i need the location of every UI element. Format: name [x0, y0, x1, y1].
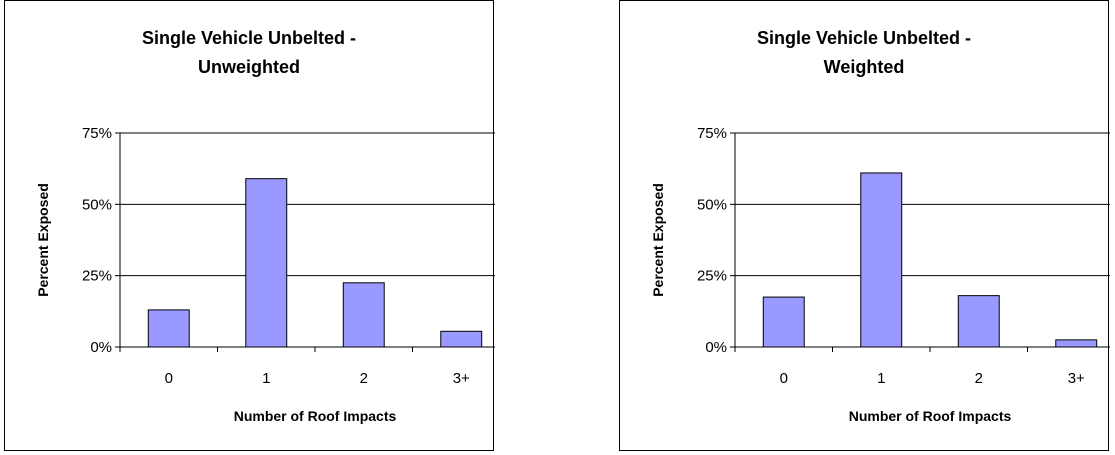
- chart-title-line-1: Single Vehicle Unbelted -: [756, 28, 972, 48]
- chart-title-line-2: Weighted: [823, 57, 905, 77]
- bar: [762, 296, 805, 348]
- plot-axes: [115, 132, 495, 352]
- x-tick-label: 1: [877, 370, 885, 387]
- chart-svg: 0% 25% 50% 75% 0 1 2 3+ Number of Roof Impacts Pe…: [35, 125, 495, 424]
- y-tick-label: 0%: [90, 339, 112, 356]
- plot-labels: 0% 25% 50% 75% 0 1 2 3+ Number of Roof Impacts Pe…: [35, 125, 470, 424]
- y-axis-title: Percent Exposed: [35, 183, 51, 297]
- chart-title: Single Vehicle Unbelted - Weighted: [620, 24, 1108, 82]
- chart-panel-unweighted: Single Vehicle Unbelted - Unweighted 0% 2…: [4, 0, 495, 451]
- bar: [1055, 339, 1098, 348]
- y-tick-label: 75%: [82, 125, 112, 142]
- chart-svg: 0% 25% 50% 75% 0 1 2 3+ Number of Roof Impacts Pe…: [650, 125, 1110, 424]
- plot-grid: [120, 132, 495, 277]
- y-tick-label: 25%: [697, 268, 727, 285]
- bar: [440, 330, 483, 348]
- bar: [860, 172, 903, 348]
- plot-labels: 0% 25% 50% 75% 0 1 2 3+ Number of Roof Impacts Pe…: [650, 125, 1085, 424]
- y-tick-label: 75%: [697, 125, 727, 142]
- x-tick-label: 2: [360, 370, 368, 387]
- y-tick-label: 25%: [82, 268, 112, 285]
- bar: [147, 309, 190, 348]
- plot-bars: [147, 178, 483, 348]
- y-tick-label: 0%: [705, 339, 727, 356]
- plot-bars: [762, 172, 1098, 348]
- x-tick-label: 1: [262, 370, 270, 387]
- y-tick-label: 50%: [82, 196, 112, 213]
- y-tick-label: 50%: [697, 196, 727, 213]
- chart-panel-weighted: Single Vehicle Unbelted - Weighted 0% 25%…: [619, 0, 1110, 451]
- y-axis-title: Percent Exposed: [650, 183, 666, 297]
- x-tick-label: 0: [780, 370, 788, 387]
- x-tick-label: 0: [165, 370, 173, 387]
- chart-title: Single Vehicle Unbelted - Unweighted: [5, 24, 493, 82]
- x-tick-label: 2: [975, 370, 983, 387]
- plot-grid: [735, 132, 1110, 277]
- bar: [342, 282, 385, 348]
- bar: [245, 178, 288, 348]
- x-axis-title: Number of Roof Impacts: [234, 408, 397, 424]
- x-tick-label: 3+: [1068, 370, 1085, 387]
- x-tick-label: 3+: [453, 370, 470, 387]
- bar: [957, 295, 1000, 348]
- chart-title-line-1: Single Vehicle Unbelted -: [141, 28, 357, 48]
- x-axis-title: Number of Roof Impacts: [849, 408, 1012, 424]
- plot-axes: [730, 132, 1110, 352]
- chart-title-line-2: Unweighted: [198, 57, 300, 77]
